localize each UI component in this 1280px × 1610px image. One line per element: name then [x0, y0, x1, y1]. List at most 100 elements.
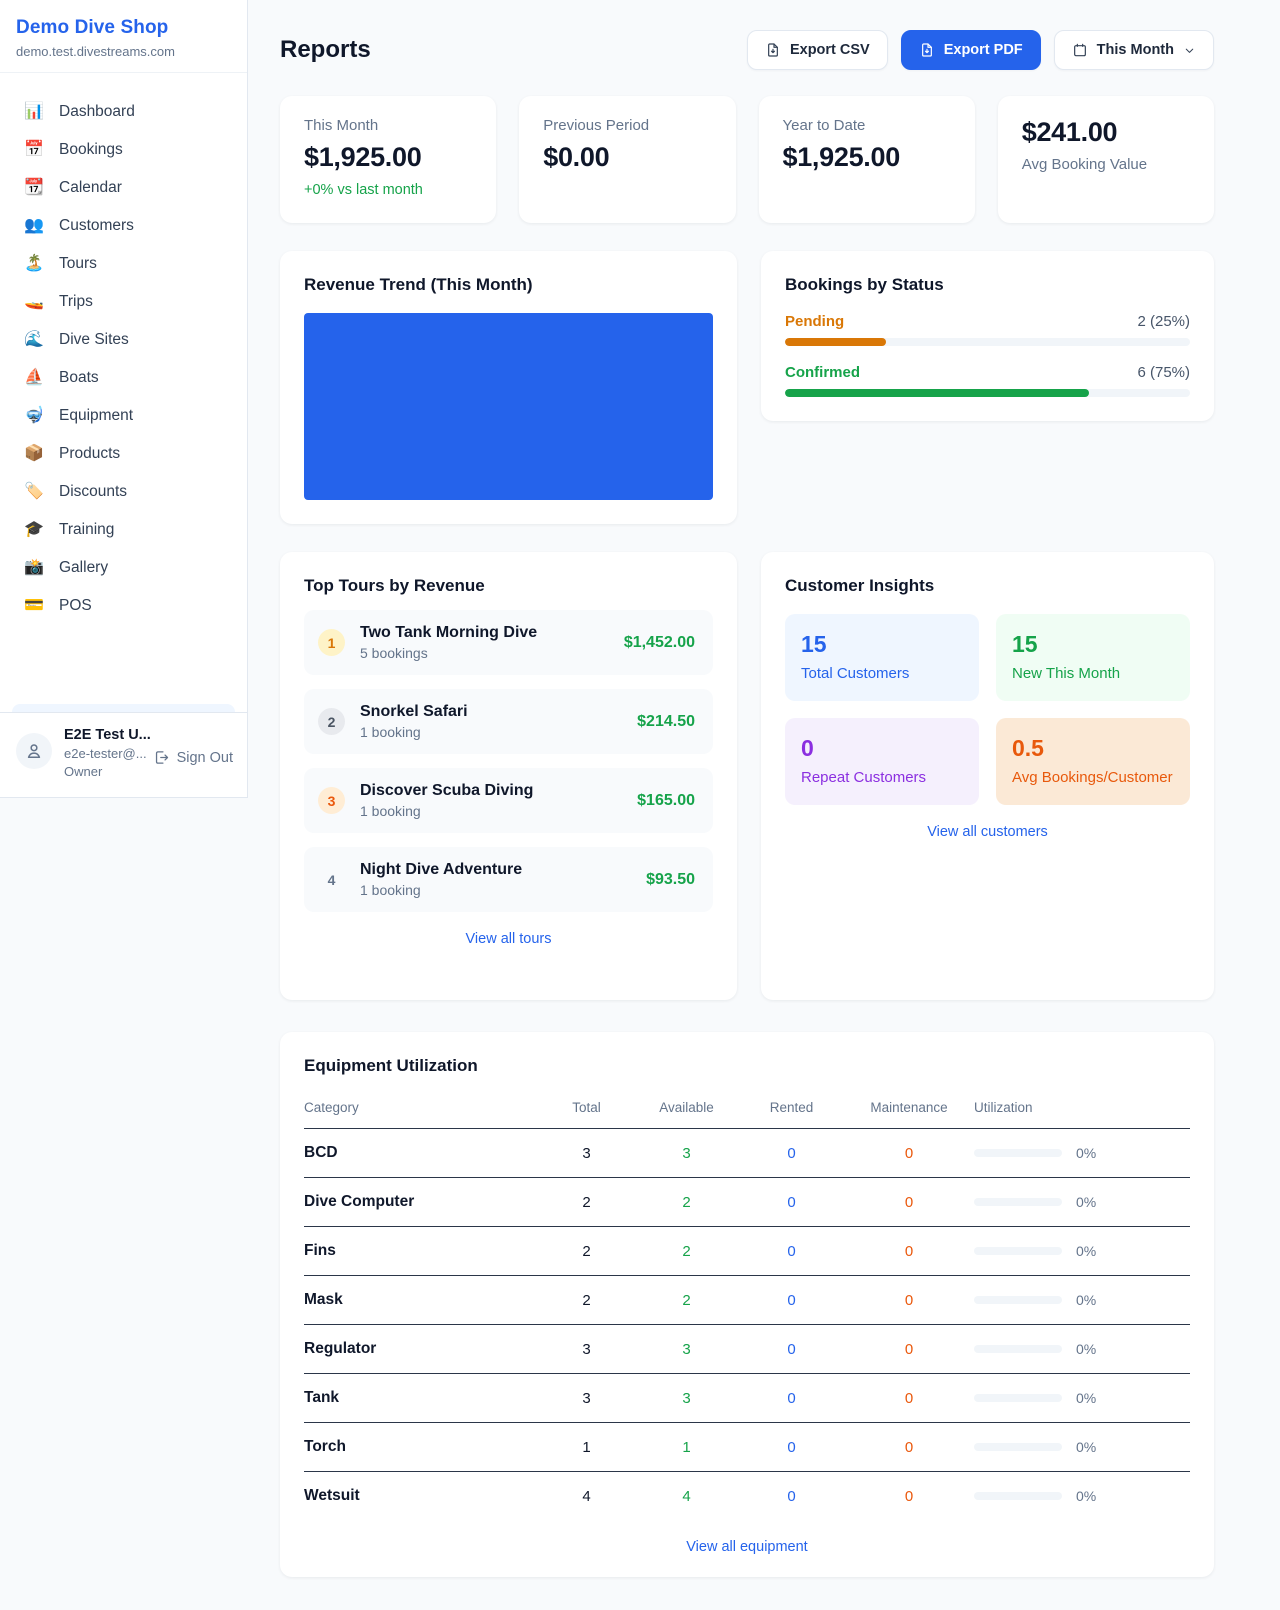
sidebar-item-discounts[interactable]: 🏷️ Discounts [24, 483, 128, 500]
tour-row-2: 2 Snorkel Safari 1 booking $214.50 [304, 689, 713, 754]
sidebar-item-equipment[interactable]: 🤿 Equipment [24, 407, 134, 424]
calendar-17-icon: 📅 [24, 141, 44, 158]
rank-badge: 3 [318, 787, 345, 814]
sign-out-button[interactable]: Sign Out [153, 749, 233, 766]
tour-name: Snorkel Safari [360, 703, 468, 720]
revenue-bar [304, 313, 713, 500]
page-title: Reports [280, 36, 371, 63]
sidebar-item-products[interactable]: 📦 Products [24, 445, 121, 462]
table-row: Dive Computer 2 2 0 0 0% [304, 1177, 1190, 1227]
bookings-by-status-card: Bookings by Status Pending 2 (25%) Confi… [761, 251, 1214, 421]
sidebar-item-training[interactable]: 🎓 Training [24, 521, 115, 538]
status-value-confirmed: 6 (75%) [1137, 364, 1190, 381]
table-row: Mask 2 2 0 0 0% [304, 1275, 1190, 1325]
utilization-track [974, 1443, 1062, 1451]
avatar [16, 733, 52, 769]
user-role: Owner [64, 764, 103, 779]
credit-card-icon: 💳 [24, 597, 44, 614]
sidebar-nav: 📊 Dashboard 📅 Bookings 📆 Calendar 👥 Cust… [0, 73, 247, 712]
tour-bookings: 1 booking [360, 882, 421, 898]
status-row-confirmed: Confirmed 6 (75%) [785, 364, 1190, 397]
progress-track [785, 389, 1190, 397]
utilization-track [974, 1394, 1062, 1402]
utilization-track [974, 1198, 1062, 1206]
sidebar-item-tours[interactable]: 🏝️ Tours [24, 255, 97, 272]
sidebar-user-footer: E2E Test U... e2e-tester@... Owner Sign … [0, 712, 247, 797]
status-label-confirmed: Confirmed [785, 364, 860, 381]
view-all-customers-link[interactable]: View all customers [927, 824, 1048, 840]
charts-row: Revenue Trend (This Month) Bookings by S… [280, 251, 1214, 524]
island-icon: 🏝️ [24, 255, 44, 272]
tag-icon: 🏷️ [24, 483, 44, 500]
tour-row-1: 1 Two Tank Morning Dive 5 bookings $1,45… [304, 610, 713, 675]
person-icon [27, 744, 41, 758]
rank-badge: 2 [318, 708, 345, 735]
bookings-by-status-title: Bookings by Status [785, 275, 944, 294]
diving-mask-icon: 🤿 [24, 407, 44, 424]
top-tours-card: Top Tours by Revenue 1 Two Tank Morning … [280, 552, 737, 1000]
speedboat-icon: 🚤 [24, 293, 44, 310]
header-actions: Export CSV Export PDF This Month [746, 30, 1214, 70]
tile-avg-bookings-customer: 0.5 Avg Bookings/Customer [996, 718, 1190, 805]
sidebar-item-boats[interactable]: ⛵ Boats [24, 369, 99, 386]
dashboard-icon: 📊 [24, 103, 44, 120]
tearoff-calendar-icon: 📆 [24, 179, 44, 196]
sign-out-icon [155, 751, 168, 764]
status-label-pending: Pending [785, 313, 845, 330]
status-value-pending: 2 (25%) [1137, 313, 1190, 330]
main-content: Reports Export CSV Export PDF [248, 0, 1280, 1577]
revenue-trend-chart [304, 313, 713, 500]
tour-name: Night Dive Adventure [360, 861, 523, 878]
sidebar-item-customers[interactable]: 👥 Customers [24, 217, 134, 234]
sidebar-item-trips[interactable]: 🚤 Trips [24, 293, 93, 310]
equipment-utilization-card: Equipment Utilization Category Total Ava… [280, 1032, 1214, 1577]
user-email: e2e-tester@... [64, 746, 147, 761]
brand-domain: demo.test.divestreams.com [16, 44, 175, 59]
sidebar-item-dashboard[interactable]: 📊 Dashboard [24, 103, 135, 120]
equipment-utilization-title: Equipment Utilization [304, 1056, 478, 1075]
sidebar-item-gallery[interactable]: 📸 Gallery [24, 559, 109, 576]
stats-row: This Month $1,925.00 +0% vs last month P… [280, 96, 1214, 223]
camera-icon: 📸 [24, 559, 44, 576]
tile-total-customers: 15 Total Customers [785, 614, 979, 701]
file-download-icon [921, 43, 932, 57]
tile-new-this-month: 15 New This Month [996, 614, 1190, 701]
sidebar-item-bookings[interactable]: 📅 Bookings [24, 141, 123, 158]
sidebar-item-calendar[interactable]: 📆 Calendar [24, 179, 122, 196]
progress-track [785, 338, 1190, 346]
customer-insights-card: Customer Insights 15 Total Customers 15 … [761, 552, 1214, 1000]
period-select[interactable]: This Month [1053, 30, 1214, 70]
table-row: Tank 3 3 0 0 0% [304, 1373, 1190, 1423]
page-header: Reports Export CSV Export PDF [280, 30, 1214, 70]
sailboat-icon: ⛵ [24, 369, 44, 386]
view-all-tours-link[interactable]: View all tours [465, 931, 552, 947]
equipment-table: Category Total Available Rented Maintena… [304, 1090, 1190, 1520]
progress-fill-pending [785, 338, 887, 346]
tour-revenue: $93.50 [646, 870, 695, 888]
status-row-pending: Pending 2 (25%) [785, 313, 1190, 346]
export-csv-button[interactable]: Export CSV [746, 30, 888, 70]
stat-card-avg-booking-value: $241.00 Avg Booking Value [997, 96, 1214, 223]
file-download-icon [768, 43, 778, 57]
sidebar-item-pos[interactable]: 💳 POS [24, 597, 92, 614]
progress-fill-confirmed [785, 389, 1089, 397]
tour-revenue: $165.00 [637, 791, 695, 809]
tour-bookings: 1 booking [360, 724, 421, 740]
export-pdf-button[interactable]: Export PDF [900, 30, 1041, 70]
utilization-track [974, 1492, 1062, 1500]
tour-bookings: 5 bookings [360, 645, 428, 661]
table-row: Fins 2 2 0 0 0% [304, 1226, 1190, 1276]
tour-name: Two Tank Morning Dive [360, 624, 538, 641]
table-row: Regulator 3 3 0 0 0% [304, 1324, 1190, 1374]
sidebar-item-dive-sites[interactable]: 🌊 Dive Sites [24, 331, 129, 348]
tour-row-4: 4 Night Dive Adventure 1 booking $93.50 [304, 847, 713, 912]
table-row: BCD 3 3 0 0 0% [304, 1128, 1190, 1178]
sidebar-item-reports-active[interactable] [12, 704, 235, 712]
view-all-equipment-link[interactable]: View all equipment [686, 1539, 808, 1555]
utilization-track [974, 1296, 1062, 1304]
rank-badge: 1 [318, 629, 345, 656]
package-icon: 📦 [24, 445, 44, 462]
graduation-cap-icon: 🎓 [24, 521, 44, 538]
insights-row: Top Tours by Revenue 1 Two Tank Morning … [280, 552, 1214, 1000]
brand-name: Demo Dive Shop [16, 17, 169, 38]
